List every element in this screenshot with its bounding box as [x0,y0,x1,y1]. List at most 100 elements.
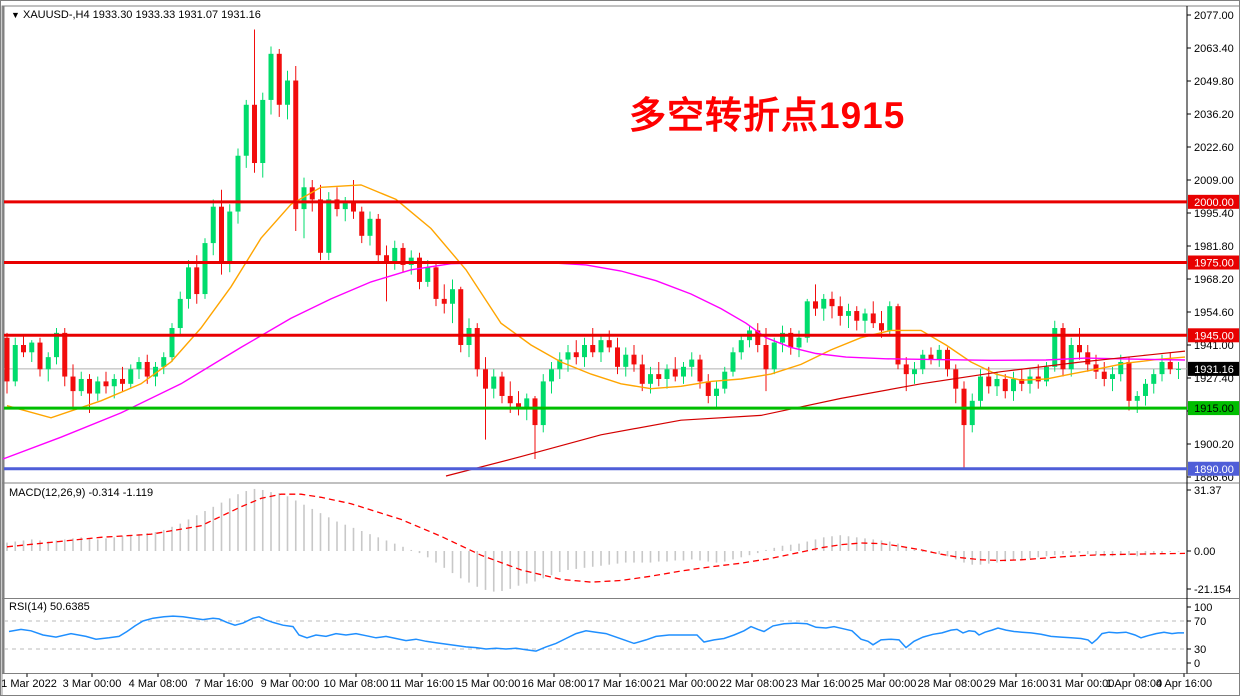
ma-darkred[interactable] [445,350,1186,477]
candle-body[interactable] [796,337,802,348]
candle-body[interactable] [458,289,464,346]
candle-body[interactable] [524,398,530,409]
candle-body[interactable] [697,359,703,382]
candle-body[interactable] [771,342,777,370]
candle-body[interactable] [186,267,191,299]
candle-body[interactable] [1159,361,1165,375]
candle-body[interactable] [639,364,645,384]
candle-body[interactable] [441,298,447,304]
candle-body[interactable] [161,357,167,367]
candle-body[interactable] [301,187,307,210]
candle-body[interactable] [260,99,266,164]
candle-body[interactable] [450,289,455,304]
candle-body[interactable] [499,376,505,396]
candle-body[interactable] [384,255,389,263]
candle-body[interactable] [788,332,794,348]
candle-body[interactable] [994,378,1000,387]
candle-body[interactable] [37,342,43,370]
candle-body[interactable] [1077,345,1082,353]
candle-body[interactable] [276,53,282,105]
candle-body[interactable] [1002,378,1008,392]
candle-body[interactable] [70,376,76,392]
candle-body[interactable] [507,395,513,404]
candle-body[interactable] [169,328,175,358]
candle-body[interactable] [177,298,183,329]
candle-body[interactable] [1060,328,1066,370]
candle-body[interactable] [837,306,843,316]
candle-body[interactable] [12,345,18,382]
candle-body[interactable] [672,369,678,377]
candle-body[interactable] [103,381,109,387]
candle-body[interactable] [351,201,356,212]
candle-body[interactable] [359,211,365,236]
candle-body[interactable] [293,80,299,210]
candle-body[interactable] [582,345,587,358]
candle-body[interactable] [1126,361,1132,401]
time-axis[interactable]: 1 Mar 2022 3 Mar 00:00 4 Mar 08:00 7 Mar 16… [1,675,1239,695]
candle-body[interactable] [21,345,26,353]
macd-signal-line[interactable] [6,493,1186,583]
candle-body[interactable] [210,206,216,244]
candle-body[interactable] [4,337,10,382]
candle-body[interactable] [903,364,909,375]
candle-body[interactable] [1052,328,1058,367]
candle-body[interactable] [78,378,84,392]
candle-body[interactable] [565,352,571,360]
candle-body[interactable] [738,340,744,353]
candle-body[interactable] [870,313,876,324]
candle-body[interactable] [912,369,917,375]
candle-body[interactable] [128,369,134,384]
ma-orange[interactable] [6,184,1186,419]
candle-body[interactable] [111,378,117,387]
candle-body[interactable] [755,330,761,346]
candle-body[interactable] [367,218,373,236]
candle-body[interactable] [780,332,785,343]
candle-body[interactable] [334,199,340,210]
candle-body[interactable] [540,381,546,426]
candle-body[interactable] [417,257,422,282]
candle-body[interactable] [821,298,827,309]
candle-body[interactable] [606,340,612,348]
candle-body[interactable] [557,359,563,370]
candle-body[interactable] [326,199,332,253]
candle-body[interactable] [879,323,884,331]
candle-body[interactable] [1143,383,1148,396]
rsi-line[interactable] [8,615,1184,652]
symbol-ohlc-label[interactable]: ▼ XAUUSD-,H4 1933.30 1933.33 1931.07 193… [11,9,261,21]
candle-body[interactable] [153,366,158,377]
candle-body[interactable] [804,301,810,338]
candle-body[interactable] [1011,378,1016,392]
candle-body[interactable] [936,349,942,360]
candle-body[interactable] [631,354,637,365]
candle-body[interactable] [144,361,150,377]
candle-body[interactable] [194,267,200,295]
candle-body[interactable] [202,243,208,295]
candle-body[interactable] [87,378,92,394]
candle-body[interactable] [136,361,142,370]
candle-body[interactable] [1134,395,1140,401]
candle-body[interactable] [615,347,620,367]
candle-body[interactable] [516,403,521,409]
chart-dropdown-icon[interactable]: ▼ [11,10,20,20]
candle-body[interactable] [846,311,851,316]
candle-body[interactable] [598,340,604,353]
candle-body[interactable] [1118,361,1124,375]
candle-body[interactable] [664,369,670,379]
candle-body[interactable] [285,80,290,105]
candle-body[interactable] [45,357,51,370]
candle-body[interactable] [375,218,381,256]
candle-body[interactable] [483,369,488,389]
candle-body[interactable] [1101,371,1107,379]
candle-body[interactable] [978,376,983,401]
candle-body[interactable] [252,104,257,164]
candle-body[interactable] [400,247,406,265]
candle-body[interactable] [95,381,101,394]
candle-body[interactable] [474,328,480,370]
candle-body[interactable] [862,313,868,321]
candle-body[interactable] [433,267,439,299]
candle-body[interactable] [227,211,233,263]
candle-body[interactable] [392,247,398,263]
candle-body[interactable] [623,354,629,367]
candle-body[interactable] [425,267,431,282]
candle-body[interactable] [532,398,538,426]
